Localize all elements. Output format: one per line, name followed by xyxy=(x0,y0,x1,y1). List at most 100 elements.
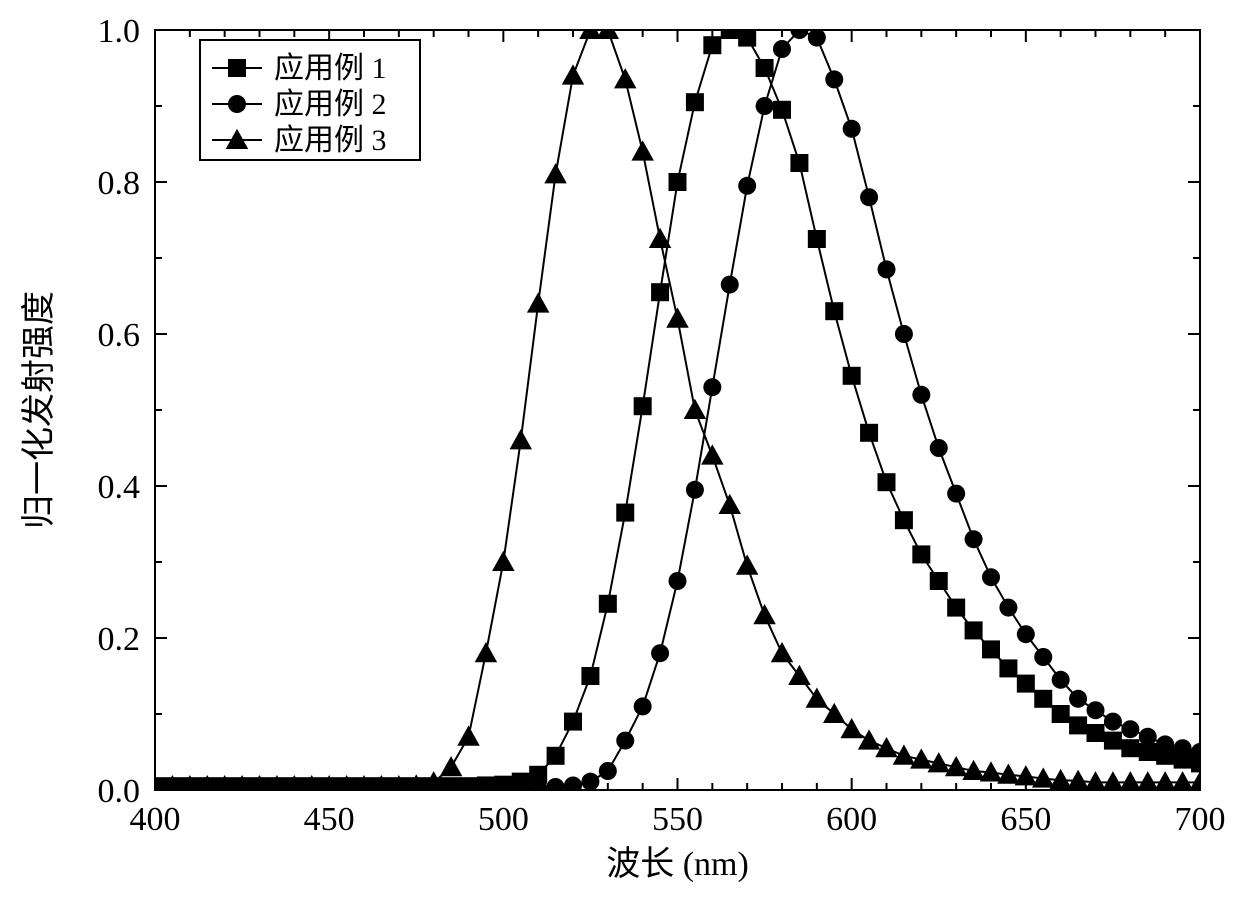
square-marker xyxy=(651,283,669,301)
triangle-marker xyxy=(527,292,550,312)
y-tick-label: 0.2 xyxy=(98,621,141,658)
square-marker xyxy=(669,173,687,191)
triangle-marker xyxy=(806,688,829,708)
circle-marker xyxy=(634,697,652,715)
circle-marker xyxy=(1104,713,1122,731)
triangle-marker xyxy=(492,551,514,571)
square-marker xyxy=(825,302,843,320)
circle-marker xyxy=(999,599,1017,617)
circle-marker xyxy=(1052,671,1070,689)
triangle-marker xyxy=(510,429,533,449)
square-marker xyxy=(947,599,965,617)
square-marker xyxy=(790,154,808,172)
circle-marker xyxy=(651,644,669,662)
triangle-marker xyxy=(544,163,567,183)
triangle-marker xyxy=(457,726,480,746)
square-marker xyxy=(1017,675,1035,693)
square-marker xyxy=(599,595,617,613)
circle-marker xyxy=(982,568,1000,586)
square-marker xyxy=(912,545,930,563)
square-marker xyxy=(1104,732,1122,750)
circle-marker xyxy=(460,779,478,797)
x-tick-label: 450 xyxy=(304,801,355,838)
square-marker xyxy=(773,101,791,119)
triangle-marker xyxy=(614,68,637,88)
circle-marker xyxy=(669,572,687,590)
square-marker xyxy=(564,713,582,731)
circle-marker xyxy=(825,70,843,88)
circle-marker xyxy=(228,95,246,113)
square-marker xyxy=(1121,739,1139,757)
square-marker xyxy=(843,367,861,385)
circle-marker xyxy=(494,779,512,797)
triangle-marker xyxy=(719,494,742,514)
square-marker xyxy=(999,659,1017,677)
square-marker xyxy=(756,59,774,77)
emission-spectrum-chart: 4004505005506006507000.00.20.40.60.81.0波… xyxy=(0,0,1240,900)
legend-label: 应用例 1 xyxy=(274,52,387,85)
circle-marker xyxy=(1034,648,1052,666)
circle-marker xyxy=(930,439,948,457)
x-tick-label: 700 xyxy=(1175,801,1226,838)
x-tick-label: 500 xyxy=(478,801,529,838)
x-tick-label: 600 xyxy=(826,801,877,838)
square-marker xyxy=(721,21,739,39)
x-tick-label: 550 xyxy=(652,801,703,838)
square-marker xyxy=(895,511,913,529)
circle-marker xyxy=(512,779,530,797)
circle-marker xyxy=(912,386,930,404)
triangle-marker xyxy=(597,19,620,39)
square-marker xyxy=(930,572,948,590)
circle-marker xyxy=(808,29,826,47)
circle-marker xyxy=(1121,720,1139,738)
legend-label: 应用例 3 xyxy=(274,124,387,157)
x-axis-label: 波长 (nm) xyxy=(606,845,749,883)
square-marker xyxy=(982,640,1000,658)
square-marker xyxy=(965,621,983,639)
circle-marker xyxy=(756,97,774,115)
circle-marker xyxy=(895,325,913,343)
y-tick-label: 0.8 xyxy=(98,165,141,202)
y-axis-label: 归一化发射强度 xyxy=(20,291,58,529)
circle-marker xyxy=(738,177,756,195)
triangle-marker xyxy=(562,64,585,84)
square-marker xyxy=(808,230,826,248)
circle-marker xyxy=(773,40,791,58)
circle-marker xyxy=(947,485,965,503)
legend-label: 应用例 2 xyxy=(274,88,387,121)
y-tick-label: 0.0 xyxy=(98,773,141,810)
circle-marker xyxy=(860,188,878,206)
square-marker xyxy=(581,667,599,685)
circle-marker xyxy=(616,732,634,750)
circle-marker xyxy=(686,481,704,499)
square-marker xyxy=(1069,716,1087,734)
legend: 应用例 1应用例 2应用例 3 xyxy=(200,40,420,160)
triangle-marker xyxy=(1189,771,1212,791)
circle-marker xyxy=(1139,728,1157,746)
square-marker xyxy=(634,397,652,415)
circle-marker xyxy=(721,276,739,294)
circle-marker xyxy=(1156,735,1174,753)
square-marker xyxy=(228,59,246,77)
square-marker xyxy=(703,36,721,54)
triangle-marker xyxy=(788,665,811,685)
square-marker xyxy=(686,93,704,111)
triangle-marker xyxy=(753,604,776,624)
triangle-marker xyxy=(771,642,794,662)
circle-marker xyxy=(1017,625,1035,643)
circle-marker xyxy=(965,530,983,548)
circle-marker xyxy=(564,776,582,794)
circle-marker xyxy=(529,779,547,797)
triangle-marker xyxy=(440,756,463,776)
triangle-marker xyxy=(736,555,759,575)
circle-marker xyxy=(442,779,460,797)
triangle-marker xyxy=(475,642,498,662)
square-marker xyxy=(616,504,634,522)
y-tick-label: 0.6 xyxy=(98,317,141,354)
triangle-marker xyxy=(684,399,707,419)
triangle-marker xyxy=(858,729,881,749)
square-marker xyxy=(738,29,756,47)
square-marker xyxy=(878,473,896,491)
square-marker xyxy=(547,747,565,765)
square-marker xyxy=(1034,690,1052,708)
